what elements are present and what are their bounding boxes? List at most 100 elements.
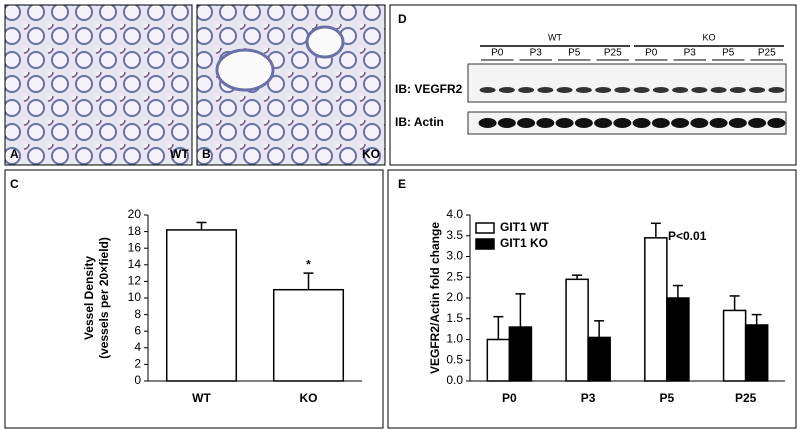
genotype-label: WT (170, 147, 189, 161)
band (517, 118, 536, 128)
y-tick-label: 1.5 (446, 311, 463, 325)
y-tick-label: 6 (134, 323, 141, 337)
band (710, 87, 727, 93)
x-tick-label: P3 (581, 391, 596, 405)
lane-label: P3 (530, 48, 543, 59)
band (478, 118, 497, 128)
y-tick-label: 0 (134, 373, 141, 387)
bar (587, 336, 611, 382)
panel-label: A (10, 147, 19, 161)
band (652, 87, 669, 93)
bar (644, 237, 668, 382)
band (728, 118, 747, 128)
band (690, 118, 709, 128)
y-tick-label: 4.0 (446, 207, 463, 221)
panel-e (387, 169, 797, 429)
blot-row-label: IB: VEGFR2 (395, 82, 463, 96)
y-tick-label: 0.0 (446, 373, 463, 387)
blot-strip (467, 63, 787, 103)
genotype-label: KO (362, 147, 380, 161)
y-tick-label: 2 (134, 357, 141, 371)
y-tick-label: 16 (128, 240, 142, 254)
band (767, 118, 786, 128)
bar (486, 338, 511, 382)
lane-label: P5 (722, 48, 735, 59)
band (671, 118, 690, 128)
panel-label: D (398, 12, 407, 26)
x-tick-label: P5 (660, 391, 675, 405)
group-label: KO (702, 32, 715, 42)
band (556, 87, 573, 93)
y-axis-label: (vessels per 20×field) (97, 237, 111, 359)
band (536, 118, 555, 128)
band (537, 87, 554, 93)
y-tick-label: 8 (134, 307, 141, 321)
band (651, 118, 670, 128)
y-axis-label: VEGFR2/Actin fold change (428, 222, 442, 374)
panel-label: B (202, 147, 211, 161)
legend-swatch (475, 238, 495, 250)
airway (305, 25, 345, 59)
band (479, 87, 496, 93)
band (575, 87, 592, 93)
panel-label: C (10, 177, 19, 191)
lane-label: P5 (568, 48, 581, 59)
y-tick-label: 14 (128, 257, 142, 271)
band (555, 118, 574, 128)
airway (215, 48, 275, 92)
annotation: * (306, 257, 311, 271)
bar (666, 297, 690, 382)
band (633, 87, 650, 93)
band (574, 118, 593, 128)
band (632, 118, 651, 128)
blot-row-label: IB: Actin (395, 115, 444, 129)
y-tick-label: 20 (128, 207, 142, 221)
band (749, 87, 766, 93)
y-tick-label: 3.5 (446, 228, 463, 242)
bar (744, 324, 769, 382)
band (594, 118, 613, 128)
bar (272, 288, 345, 382)
band (729, 87, 746, 93)
y-tick-label: 1.0 (446, 332, 463, 346)
band (672, 87, 689, 93)
x-tick-label: P25 (735, 391, 757, 405)
lane-label: P0 (491, 48, 504, 59)
band (614, 87, 631, 93)
y-tick-label: 4 (134, 340, 141, 354)
micrograph-a (4, 4, 193, 166)
bar (508, 326, 533, 382)
band (613, 118, 632, 128)
legend-label: GIT1 KO (500, 236, 548, 250)
annotation: P<0.01 (668, 229, 707, 243)
band (595, 87, 612, 93)
band (768, 87, 785, 93)
y-tick-label: 10 (128, 290, 142, 304)
lane-label: P25 (604, 48, 622, 59)
x-tick-label: P0 (502, 391, 517, 405)
band (748, 118, 767, 128)
x-tick-label: KO (300, 391, 318, 405)
legend-label: GIT1 WT (500, 220, 549, 234)
y-tick-label: 2.5 (446, 269, 463, 283)
y-tick-label: 2.0 (446, 290, 463, 304)
y-tick-label: 12 (128, 274, 142, 288)
legend-swatch (475, 222, 495, 234)
lane-label: P0 (645, 48, 658, 59)
y-tick-label: 0.5 (446, 352, 463, 366)
group-label: WT (548, 32, 562, 42)
y-tick-label: 3.0 (446, 249, 463, 263)
panel-label: E (398, 177, 406, 191)
lane-label: P25 (758, 48, 776, 59)
band (691, 87, 708, 93)
x-tick-label: WT (192, 391, 211, 405)
band (498, 87, 515, 93)
band (518, 87, 535, 93)
bar (165, 229, 238, 382)
bar (722, 309, 747, 382)
band (709, 118, 728, 128)
band (497, 118, 516, 128)
lane-label: P3 (684, 48, 697, 59)
y-axis-label: Vessel Density (82, 256, 96, 340)
